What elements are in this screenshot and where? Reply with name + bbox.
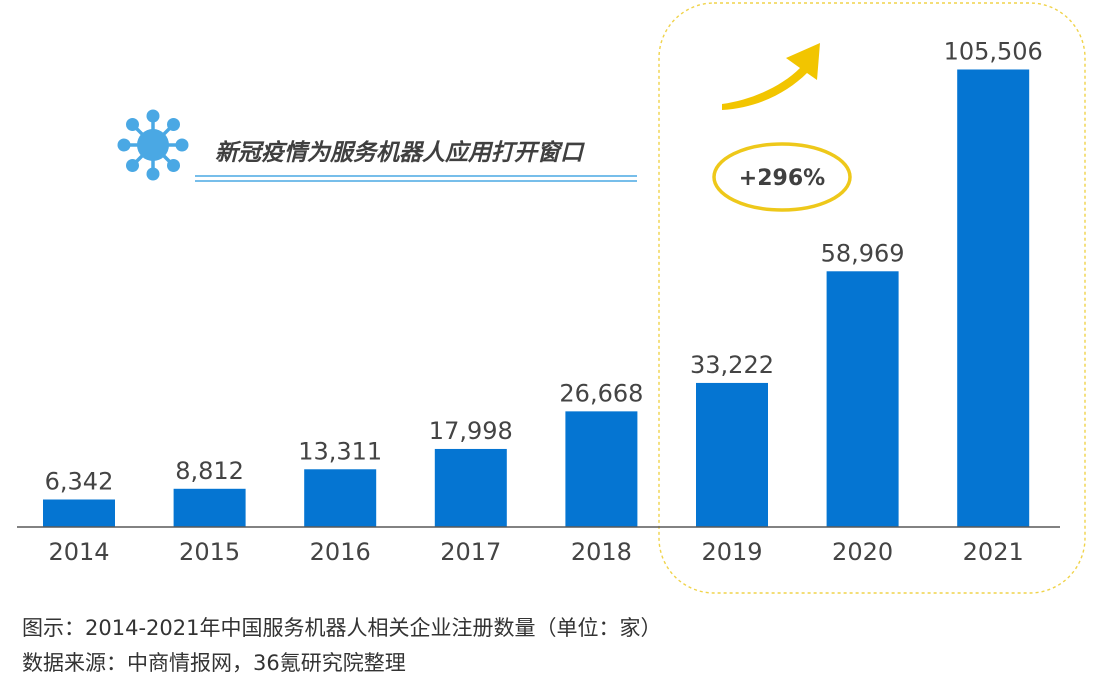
tick-label-2021: 2021 <box>963 538 1024 566</box>
bars <box>43 69 1030 528</box>
up-arrow-icon <box>722 43 820 110</box>
growth-ellipse <box>712 142 852 212</box>
value-label-2016: 13,311 <box>298 437 382 465</box>
value-label-2017: 17,998 <box>429 417 513 445</box>
bar-2016 <box>304 469 377 527</box>
value-label-2019: 33,222 <box>690 351 774 379</box>
bar-2014 <box>43 499 115 527</box>
highlight-box <box>658 2 1086 594</box>
tick-label-2020: 2020 <box>832 538 893 566</box>
growth-label: +296% <box>739 166 825 191</box>
tick-label-2015: 2015 <box>179 538 240 566</box>
bar-2018 <box>565 411 638 527</box>
bar-2021 <box>957 69 1030 528</box>
headline: 新冠疫情为服务机器人应用打开窗口 <box>215 139 585 166</box>
value-labels: 6,342 8,812 13,311 17,998 26,668 33,222 58,969… <box>45 37 1043 495</box>
value-label-2020: 58,969 <box>821 239 905 267</box>
virus-icon <box>117 109 189 181</box>
value-label-2014: 6,342 <box>45 467 114 495</box>
source-note: 数据来源：中商情报网，36氪研究院整理 <box>22 651 406 675</box>
x-axis-ticks: 2014 2015 2016 2017 2018 2019 2020 2021 <box>48 538 1023 566</box>
value-label-2018: 26,668 <box>559 379 643 407</box>
bar-2020 <box>826 271 899 527</box>
bar-2017 <box>434 448 507 527</box>
tick-label-2014: 2014 <box>48 538 109 566</box>
bar-2019 <box>696 382 768 527</box>
tick-label-2018: 2018 <box>571 538 632 566</box>
bar-chart: 新冠疫情为服务机器人应用打开窗口 +296% 6,342 8,812 13,311 1… <box>17 2 1086 594</box>
chart-caption: 图示：2014-2021年中国服务机器人相关企业注册数量（单位：家） <box>22 616 662 640</box>
tick-label-2019: 2019 <box>701 538 762 566</box>
value-label-2015: 8,812 <box>175 457 244 485</box>
tick-label-2016: 2016 <box>310 538 371 566</box>
tick-label-2017: 2017 <box>440 538 501 566</box>
value-label-2021: 105,506 <box>944 37 1043 65</box>
bar-2015 <box>173 488 246 527</box>
